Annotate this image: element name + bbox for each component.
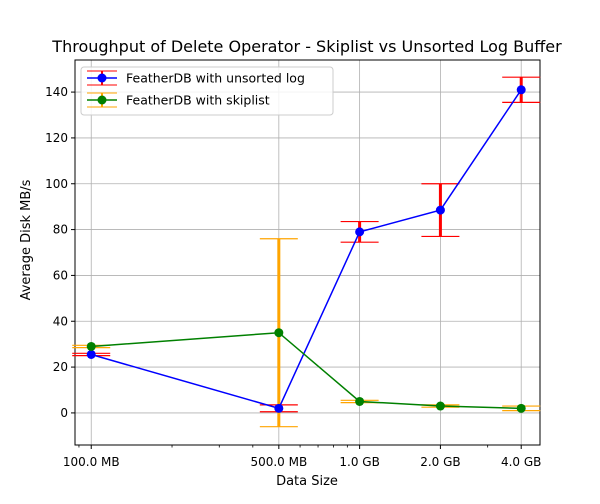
x-tick-label-4: 4.0 GB bbox=[501, 455, 541, 469]
series-1-point-0 bbox=[86, 341, 96, 351]
x-tick-label-1: 500.0 MB bbox=[250, 455, 307, 469]
series-0-point-4 bbox=[516, 85, 526, 95]
y-tick-label-140: 140 bbox=[45, 85, 68, 99]
y-tick-label-100: 100 bbox=[45, 177, 68, 191]
plot-frame bbox=[74, 59, 541, 446]
x-tick-label-3: 2.0 GB bbox=[420, 455, 460, 469]
legend-box bbox=[80, 66, 334, 116]
legend: FeatherDB with unsorted log FeatherDB wit… bbox=[80, 66, 334, 116]
y-tick-label-20: 20 bbox=[53, 360, 68, 374]
series-0-point-1 bbox=[274, 403, 284, 413]
series-1-point-3 bbox=[435, 401, 445, 411]
y-tick-label-0: 0 bbox=[60, 406, 68, 420]
legend-marker-0 bbox=[97, 73, 107, 83]
chart-title: Throughput of Delete Operator - Skiplist… bbox=[51, 37, 562, 56]
x-tick-label-0: 100.0 MB bbox=[63, 455, 120, 469]
legend-label-0: FeatherDB with unsorted log bbox=[126, 71, 305, 86]
series-1-point-4 bbox=[516, 403, 526, 413]
legend-label-1: FeatherDB with skiplist bbox=[126, 93, 270, 108]
error-bars bbox=[72, 76, 541, 428]
series-0-point-2 bbox=[355, 227, 365, 237]
x-axis-label: Data Size bbox=[276, 474, 338, 489]
y-axis-label: Average Disk MB/s bbox=[19, 179, 34, 300]
y-tick-label-60: 60 bbox=[53, 268, 68, 282]
series-1-line bbox=[91, 331, 522, 410]
y-tick-label-40: 40 bbox=[53, 314, 68, 328]
series-0-point-3 bbox=[435, 205, 445, 215]
series-1-point-1 bbox=[274, 328, 284, 338]
legend-marker-1 bbox=[97, 95, 107, 105]
y-tick-label-80: 80 bbox=[53, 223, 68, 237]
series-0-point-0 bbox=[86, 349, 96, 359]
series-1-point-2 bbox=[355, 396, 365, 406]
x-tick-label-2: 1.0 GB bbox=[339, 455, 379, 469]
y-tick-label-120: 120 bbox=[45, 131, 68, 145]
axes: 0 20 40 60 80 100 120 140 100.0 MB 500.0 MB 1.0 GB… bbox=[45, 59, 541, 469]
grid-lines bbox=[75, 60, 540, 445]
series-lines bbox=[86, 85, 526, 413]
